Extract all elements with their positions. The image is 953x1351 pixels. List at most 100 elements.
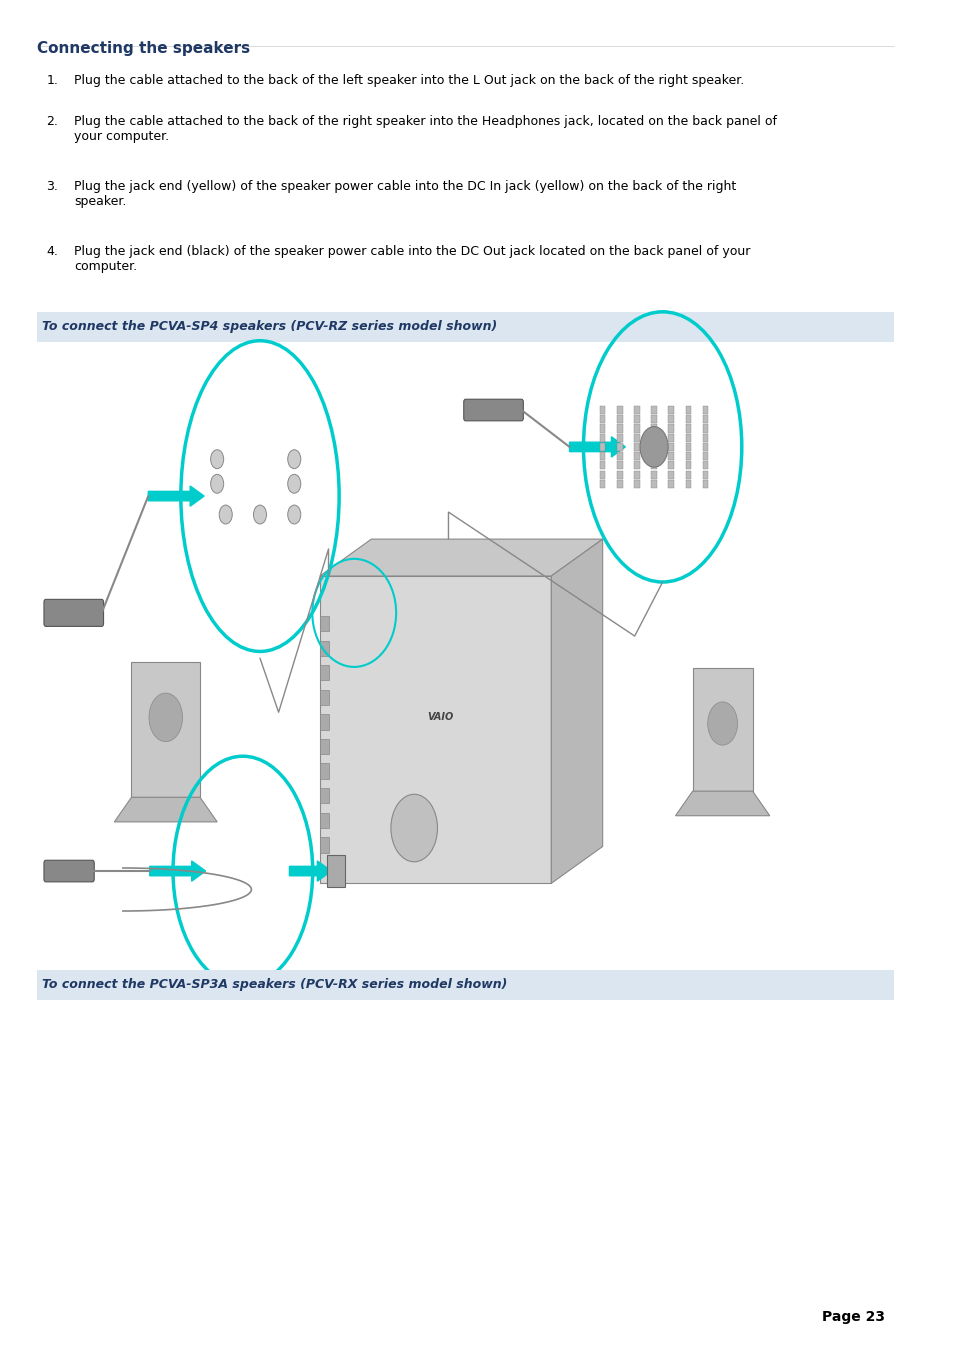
Bar bbox=[634, 470, 639, 478]
Bar bbox=[651, 461, 657, 469]
Text: To connect the PCVA-SP4 speakers (PCV-RZ series model shown): To connect the PCVA-SP4 speakers (PCV-RZ… bbox=[42, 320, 497, 334]
Text: 1.: 1. bbox=[47, 74, 58, 88]
Circle shape bbox=[211, 474, 223, 493]
Bar bbox=[685, 434, 690, 442]
Bar bbox=[634, 453, 639, 461]
Bar bbox=[702, 461, 707, 469]
Bar bbox=[634, 443, 639, 451]
Bar bbox=[702, 424, 707, 432]
Bar bbox=[685, 480, 690, 488]
Bar bbox=[599, 443, 605, 451]
Bar bbox=[617, 434, 622, 442]
Circle shape bbox=[219, 505, 232, 524]
Bar bbox=[668, 415, 674, 423]
Bar bbox=[617, 470, 622, 478]
Bar bbox=[685, 443, 690, 451]
FancyArrow shape bbox=[569, 436, 625, 457]
Bar bbox=[702, 407, 707, 415]
Bar bbox=[685, 415, 690, 423]
Bar bbox=[668, 453, 674, 461]
Bar bbox=[668, 480, 674, 488]
FancyArrow shape bbox=[148, 486, 204, 507]
FancyArrow shape bbox=[289, 861, 331, 881]
Circle shape bbox=[288, 505, 300, 524]
Bar bbox=[668, 443, 674, 451]
Bar bbox=[319, 788, 328, 804]
Text: Plug the jack end (black) of the speaker power cable into the DC Out jack locate: Plug the jack end (black) of the speaker… bbox=[74, 245, 750, 273]
Polygon shape bbox=[675, 792, 769, 816]
Bar bbox=[319, 576, 551, 884]
Polygon shape bbox=[319, 539, 602, 576]
Bar bbox=[319, 715, 328, 730]
Bar bbox=[599, 453, 605, 461]
Circle shape bbox=[707, 703, 737, 746]
FancyArrow shape bbox=[150, 861, 206, 881]
Bar bbox=[668, 470, 674, 478]
Bar bbox=[685, 470, 690, 478]
Bar bbox=[685, 453, 690, 461]
Bar bbox=[319, 665, 328, 681]
Bar bbox=[617, 443, 622, 451]
Text: 4.: 4. bbox=[47, 245, 58, 258]
Text: To connect the PCVA-SP3A speakers (PCV-RX series model shown): To connect the PCVA-SP3A speakers (PCV-R… bbox=[42, 978, 507, 992]
Bar bbox=[319, 739, 328, 754]
Bar bbox=[599, 480, 605, 488]
Bar bbox=[617, 424, 622, 432]
FancyBboxPatch shape bbox=[44, 861, 94, 882]
Bar bbox=[617, 453, 622, 461]
Bar bbox=[634, 424, 639, 432]
Circle shape bbox=[149, 693, 182, 742]
Bar bbox=[651, 470, 657, 478]
Bar bbox=[702, 415, 707, 423]
Text: Plug the jack end (yellow) of the speaker power cable into the DC In jack (yello: Plug the jack end (yellow) of the speake… bbox=[74, 180, 736, 208]
Text: Connecting the speakers: Connecting the speakers bbox=[37, 41, 250, 55]
Polygon shape bbox=[114, 797, 217, 821]
Bar bbox=[634, 434, 639, 442]
Text: 3.: 3. bbox=[47, 180, 58, 193]
Bar bbox=[702, 470, 707, 478]
Bar bbox=[599, 407, 605, 415]
Bar bbox=[702, 443, 707, 451]
Bar bbox=[651, 443, 657, 451]
Text: Page 23: Page 23 bbox=[821, 1310, 883, 1324]
Bar bbox=[668, 424, 674, 432]
Bar bbox=[599, 461, 605, 469]
Bar bbox=[319, 616, 328, 631]
Bar bbox=[651, 424, 657, 432]
Bar bbox=[651, 453, 657, 461]
Polygon shape bbox=[692, 669, 752, 792]
Bar bbox=[702, 480, 707, 488]
Bar bbox=[702, 453, 707, 461]
Polygon shape bbox=[326, 855, 345, 888]
Bar bbox=[685, 407, 690, 415]
Circle shape bbox=[288, 474, 300, 493]
Bar bbox=[599, 415, 605, 423]
Circle shape bbox=[288, 450, 300, 469]
Bar bbox=[37, 970, 893, 1000]
Circle shape bbox=[253, 505, 266, 524]
Bar bbox=[634, 415, 639, 423]
Bar bbox=[685, 461, 690, 469]
Bar bbox=[599, 434, 605, 442]
Bar bbox=[685, 424, 690, 432]
Bar bbox=[617, 415, 622, 423]
Bar bbox=[651, 480, 657, 488]
FancyBboxPatch shape bbox=[463, 400, 523, 422]
Bar bbox=[668, 461, 674, 469]
Bar bbox=[634, 480, 639, 488]
Bar bbox=[599, 424, 605, 432]
Bar bbox=[634, 407, 639, 415]
Bar bbox=[651, 434, 657, 442]
Bar bbox=[668, 434, 674, 442]
Polygon shape bbox=[551, 539, 602, 884]
Bar bbox=[319, 813, 328, 828]
Bar bbox=[651, 407, 657, 415]
Text: Plug the cable attached to the back of the left speaker into the L Out jack on t: Plug the cable attached to the back of t… bbox=[74, 74, 744, 88]
Bar bbox=[319, 763, 328, 780]
Bar bbox=[634, 461, 639, 469]
Bar bbox=[319, 640, 328, 657]
Bar bbox=[319, 838, 328, 852]
Bar bbox=[617, 407, 622, 415]
Circle shape bbox=[639, 427, 667, 467]
Bar bbox=[599, 470, 605, 478]
